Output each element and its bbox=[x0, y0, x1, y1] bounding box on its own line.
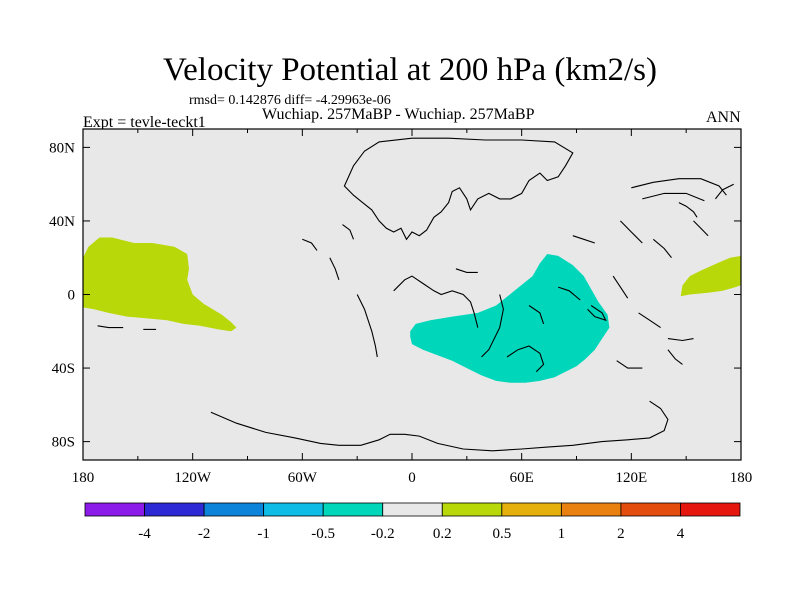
season-label: ANN bbox=[706, 109, 741, 126]
shaded-region-central-negative bbox=[410, 254, 610, 383]
colorbar-label: 0.5 bbox=[492, 526, 511, 542]
colorbar-swatch bbox=[441, 502, 503, 517]
colorbar-label: -0.5 bbox=[311, 526, 335, 542]
coastline-18 bbox=[616, 360, 643, 369]
plot-title: Velocity Potential at 200 hPa (km2/s) bbox=[162, 52, 658, 88]
coastline-13 bbox=[558, 286, 581, 301]
shaded-region-east-edge-positive bbox=[680, 255, 741, 297]
lon-tick-label: 60E bbox=[510, 470, 534, 486]
colorbar-swatch bbox=[144, 502, 205, 517]
coastline-7 bbox=[642, 192, 705, 202]
coastline-8 bbox=[97, 325, 124, 329]
colorbar-label: -0.2 bbox=[371, 526, 395, 542]
lon-tick-label: 180 bbox=[730, 470, 753, 486]
colorbar-swatch bbox=[84, 502, 145, 517]
coastline-4 bbox=[481, 294, 504, 358]
lon-tick-label: 0 bbox=[408, 470, 416, 486]
colorbar: -4 -2 -1 -0.5 -0.2 0.2 0.5 1 2 4 bbox=[84, 502, 741, 542]
coastline-20 bbox=[620, 220, 643, 244]
plot-subtitle: Wuchiap. 257MaBP - Wuchiap. 257MaBP bbox=[262, 106, 535, 123]
shaded-region-pacific-positive bbox=[83, 237, 237, 332]
colorbar-swatch bbox=[263, 502, 324, 517]
lon-tick-label: 180 bbox=[72, 470, 95, 486]
lon-tick-label: 120E bbox=[615, 470, 647, 486]
lon-tick-label: 60W bbox=[288, 470, 318, 486]
coastline-3 bbox=[393, 275, 479, 328]
colorbar-swatch bbox=[501, 502, 562, 517]
coastline-25 bbox=[455, 268, 478, 273]
coastline-22 bbox=[693, 220, 709, 237]
coastline-16 bbox=[638, 312, 661, 329]
coastline-14 bbox=[587, 305, 607, 322]
coastline-23 bbox=[678, 202, 698, 218]
coastline-21 bbox=[652, 238, 672, 259]
coastlines bbox=[97, 137, 734, 452]
colorbar-swatch bbox=[322, 502, 384, 517]
colorbar-label: -2 bbox=[198, 526, 211, 542]
colorbar-swatch bbox=[203, 502, 265, 517]
axis-ticks: 80N 40N 0 40S 80S 180 120W 60W 0 60E 120E 180 bbox=[49, 129, 752, 486]
lat-tick-label: 80N bbox=[49, 140, 75, 156]
coastline-10 bbox=[302, 238, 318, 251]
coastline-17 bbox=[667, 338, 694, 342]
coastline-5 bbox=[506, 345, 545, 373]
coastline-1 bbox=[210, 400, 669, 452]
lat-tick-label: 40N bbox=[49, 214, 75, 230]
colorbar-label: 2 bbox=[617, 526, 625, 542]
coastline-6 bbox=[631, 178, 727, 196]
colorbar-label: -4 bbox=[138, 526, 151, 542]
rmsd-diff-stats: rmsd= 0.142876 diff= -4.29963e-06 bbox=[189, 93, 391, 108]
colorbar-swatch bbox=[680, 502, 741, 517]
colorbar-swatch bbox=[620, 502, 681, 517]
coastline-12 bbox=[342, 224, 355, 240]
lat-tick-label: 80S bbox=[52, 435, 75, 451]
colorbar-label: -1 bbox=[257, 526, 270, 542]
shaded-regions bbox=[83, 237, 741, 383]
coastline-27 bbox=[528, 305, 545, 325]
coastline-11 bbox=[329, 257, 340, 280]
colorbar-label: 0.2 bbox=[433, 526, 452, 542]
colorbar-label: 1 bbox=[558, 526, 566, 542]
colorbar-label: 4 bbox=[677, 526, 685, 542]
lon-tick-label: 120W bbox=[174, 470, 212, 486]
lat-tick-label: 0 bbox=[68, 288, 76, 304]
lat-tick-label: 40S bbox=[52, 361, 75, 377]
colorbar-swatch bbox=[560, 502, 622, 517]
coastline-0 bbox=[343, 137, 574, 241]
coastline-26 bbox=[572, 235, 595, 244]
experiment-label: Expt = tevle-teckt1 bbox=[83, 114, 206, 131]
coastline-19 bbox=[667, 349, 683, 365]
coastline-15 bbox=[612, 275, 629, 299]
coastline-24 bbox=[714, 183, 734, 200]
colorbar-swatch bbox=[382, 502, 443, 517]
coastline-2 bbox=[356, 294, 378, 358]
